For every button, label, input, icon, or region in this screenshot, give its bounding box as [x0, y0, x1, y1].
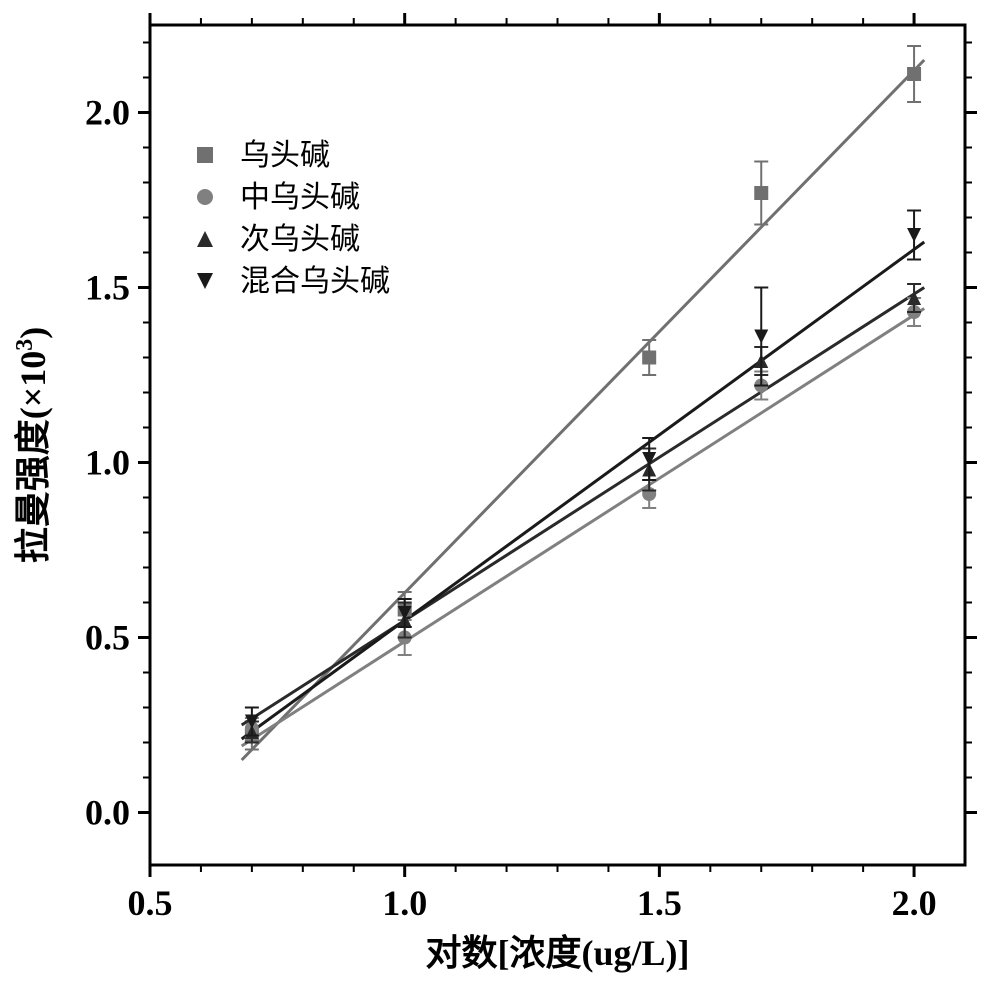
chart-svg: 0.5 1.0 1.5 2.0 0.0 0.5 1.0 1.5 2.0 对数[浓度(ug/L)] 拉…: [0, 0, 1000, 991]
y-tick-label: 0.5: [85, 618, 130, 658]
fit-line: [242, 242, 925, 739]
marker-triangle-up: [197, 231, 213, 247]
marker-square: [642, 351, 656, 365]
fit-line: [242, 288, 925, 726]
y-tick-label: 0.0: [85, 793, 130, 833]
marker-triangle-down: [907, 228, 921, 242]
marker-triangle-down: [754, 330, 768, 344]
y-axis-label: 拉曼强度(×103): [12, 327, 53, 564]
marker-square: [754, 186, 768, 200]
fit-line: [242, 309, 925, 747]
x-tick-label: 2.0: [892, 883, 937, 923]
y-tick-label: 1.5: [85, 268, 130, 308]
marker-circle: [197, 189, 213, 205]
x-tick-label: 0.5: [128, 883, 173, 923]
marker-triangle-down: [197, 273, 213, 289]
legend-label: 乌头碱: [240, 139, 330, 172]
x-tick-label: 1.5: [637, 883, 682, 923]
legend-label: 次乌头碱: [240, 223, 360, 256]
y-tick-label: 1.0: [85, 443, 130, 483]
fit-line: [242, 60, 925, 760]
legend-label: 混合乌头碱: [240, 265, 390, 298]
x-tick-label: 1.0: [382, 883, 427, 923]
marker-square: [197, 147, 213, 163]
x-axis-label: 对数[浓度(ug/L)]: [426, 933, 690, 973]
chart-container: 0.5 1.0 1.5 2.0 0.0 0.5 1.0 1.5 2.0 对数[浓度(ug/L)] 拉…: [0, 0, 1000, 991]
marker-square: [907, 67, 921, 81]
legend-label: 中乌头碱: [240, 181, 360, 214]
plot-group: [242, 46, 925, 760]
y-tick-label: 2.0: [85, 93, 130, 133]
